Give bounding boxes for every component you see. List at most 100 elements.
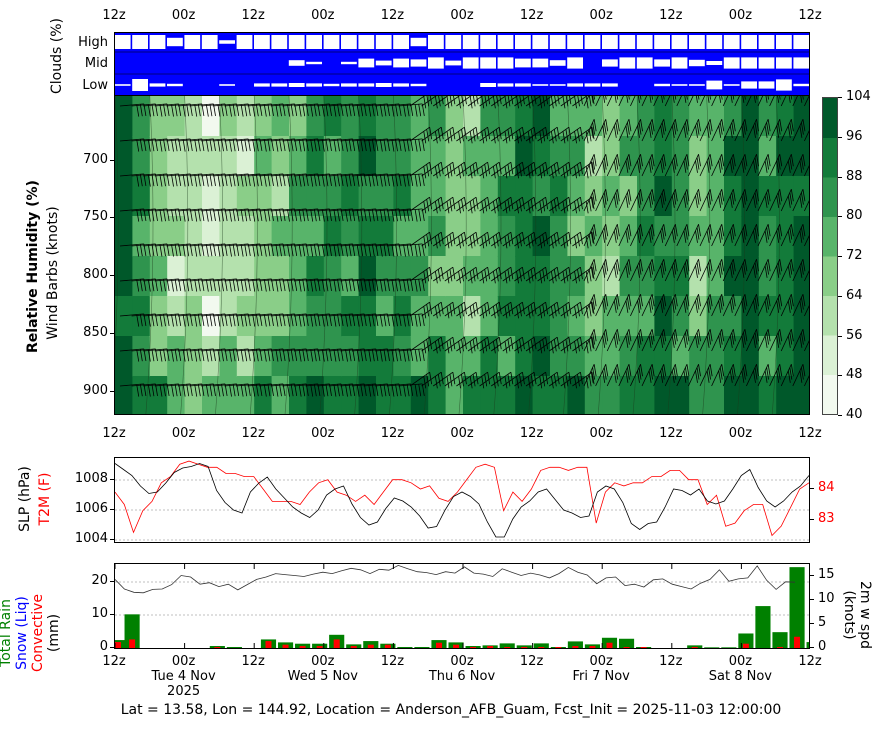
tick-mark [810, 519, 814, 520]
tick-mark [838, 97, 842, 98]
tick-mark [110, 217, 114, 219]
slp-tick-label: 1004 [74, 531, 108, 546]
time-tick-label: 00z [450, 426, 474, 441]
time-tick-label: 00z [311, 8, 335, 23]
time-tick-label: 00z [171, 654, 196, 669]
time-tick-label: 00z [450, 654, 474, 669]
bottom-time-axis: 12z 00z 12z 00z 12z 00z 12z 00z 12z 00z 12z Tue 4 N… [0, 654, 888, 714]
colorbar-tick-label: 72 [846, 248, 863, 263]
t2m-tick-label: 83 [818, 511, 835, 526]
time-tick-label: 12z [659, 8, 683, 23]
colorbar-tick-label: 40 [846, 407, 863, 422]
date-label: Sat 8 Nov [708, 669, 773, 684]
time-tick-label: 00z [589, 654, 613, 669]
time-tick-label: 12z [241, 8, 265, 23]
tick-mark [110, 479, 114, 480]
colorbar-tick-label: 96 [846, 128, 863, 144]
date-label: Wed 5 Nov [287, 669, 358, 684]
time-tick-label: 00z [450, 8, 474, 23]
time-tick-label: 12z [102, 8, 126, 23]
wind-speed-tick-label: 10 [818, 591, 835, 606]
time-tick-label: 12z [798, 8, 822, 23]
date-label: Thu 6 Nov [428, 669, 496, 684]
time-tick-label: 00z [728, 8, 753, 23]
slp-tick-label: 1006 [74, 501, 108, 516]
tick-mark [110, 614, 114, 615]
precip-tick-label: 0 [99, 639, 108, 654]
time-tick-label: 12z [380, 8, 405, 23]
time-tick-label: 00z [311, 426, 335, 441]
tick-mark [110, 539, 114, 540]
tick-mark [810, 599, 814, 600]
rh-time-axis: 12z 00z 12z 00z 12z 00z 12z 00z 12z 00z 12z [0, 426, 888, 444]
time-tick-label: 12z [519, 8, 544, 23]
time-tick-label: 12z [241, 426, 265, 441]
time-tick-label: 12z [241, 654, 265, 669]
rh-colorbar [822, 97, 838, 415]
tick-mark [810, 575, 814, 576]
wind-speed-tick-label: 5 [818, 615, 827, 630]
precip-tick-label: 20 [91, 573, 108, 588]
tick-mark [810, 647, 814, 648]
slp-t2m-panel [114, 457, 810, 543]
colorbar-tick-label: 56 [846, 327, 863, 343]
tick-mark [110, 647, 114, 648]
slp-tick-label: 1008 [74, 471, 108, 486]
cloud-cover-grid [114, 32, 810, 96]
tick-mark [110, 159, 114, 161]
precip-wind-panel [114, 563, 810, 649]
time-tick-label: 00z [589, 8, 613, 23]
colorbar-tick-label: 64 [846, 287, 863, 303]
time-tick-label: 12z [102, 654, 126, 669]
time-tick-label: 00z [589, 426, 613, 441]
date-label: Tue 4 Nov [151, 669, 216, 684]
wind-speed-tick-label: 0 [818, 639, 827, 654]
slp-axis-title: SLP (hPa) [17, 466, 33, 532]
tick-mark [838, 136, 842, 138]
pressure-tick-label: 900 [83, 382, 108, 398]
tick-mark [110, 509, 114, 510]
tick-mark [110, 275, 114, 277]
tick-mark [838, 216, 842, 218]
clouds-panel [114, 32, 810, 96]
date-label: Fri 7 Nov [572, 669, 630, 684]
time-tick-label: 00z [171, 426, 196, 441]
cloud-row-label-low: Low [82, 78, 108, 93]
pressure-tick-label: 700 [83, 151, 108, 167]
figure-footer: Lat = 13.58, Lon = 144.92, Location = An… [120, 702, 782, 718]
tick-mark [838, 176, 842, 178]
time-tick-label: 12z [798, 426, 822, 441]
tick-mark [110, 581, 114, 582]
t2m-axis-title: T2M (F) [37, 472, 53, 526]
colorbar-tick-label: 88 [846, 168, 863, 184]
time-tick-label: 12z [798, 654, 822, 669]
tick-mark [838, 256, 842, 257]
clouds-axis-title: Clouds (%) [49, 18, 65, 94]
colorbar-tick-label: 48 [846, 367, 863, 383]
cloud-row-label-mid: Mid [84, 56, 108, 71]
cloud-row-label-high: High [78, 35, 108, 50]
rh-wind-panel [114, 96, 810, 415]
precip-tick-label: 10 [91, 606, 108, 621]
tick-mark [110, 390, 114, 392]
time-tick-label: 12z [659, 426, 683, 441]
tick-mark [810, 623, 814, 624]
tick-mark [838, 335, 842, 337]
colorbar-tick-label: 80 [846, 208, 863, 224]
time-tick-label: 12z [380, 654, 405, 669]
time-tick-label: 00z [171, 8, 196, 23]
pressure-tick-label: 850 [83, 324, 108, 340]
tick-mark [110, 332, 114, 334]
pressure-tick-label: 750 [83, 209, 108, 225]
t2m-tick-label: 84 [818, 480, 835, 495]
time-tick-label: 12z [519, 426, 544, 441]
rh-contour-field [115, 96, 809, 414]
time-tick-label: 00z [311, 654, 335, 669]
tick-mark [838, 415, 842, 416]
time-tick-label: 12z [380, 426, 405, 441]
tick-mark [838, 375, 842, 377]
tick-mark [810, 488, 814, 489]
wind-barbs-axis-title: Wind Barbs (knots) [45, 206, 61, 340]
time-tick-label: 12z [102, 426, 126, 441]
wind-speed-tick-label: 15 [818, 567, 835, 582]
